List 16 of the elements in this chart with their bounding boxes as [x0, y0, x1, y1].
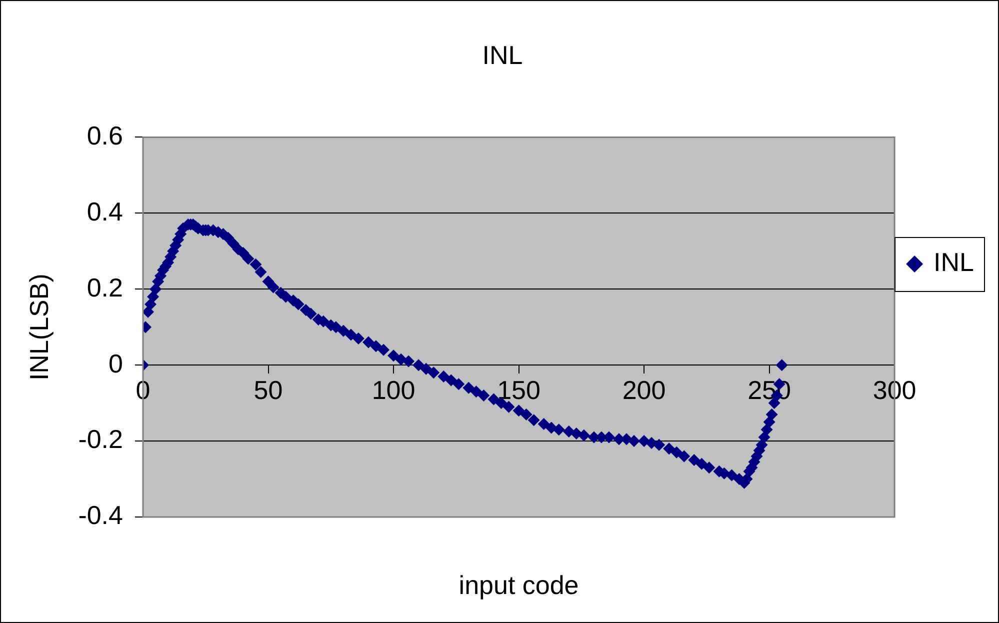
- y-axis-title: INL(LSB): [24, 274, 54, 381]
- legend-label: INL: [934, 247, 974, 278]
- chart-title: INL: [482, 40, 523, 70]
- x-axis-title: input code: [458, 570, 579, 600]
- x-tick-label: 50: [254, 374, 283, 405]
- y-tick-label: 0.2: [86, 272, 123, 302]
- x-tick-label: 100: [372, 374, 416, 405]
- y-tick-label: 0.6: [86, 120, 123, 150]
- x-tick-label: 150: [497, 374, 540, 405]
- y-tick-label: 0.4: [86, 196, 123, 226]
- x-tick-label: 200: [622, 374, 666, 405]
- x-tick-label: 300: [872, 374, 916, 405]
- y-tick-label: 0: [108, 348, 123, 378]
- y-tick-label: -0.4: [78, 500, 123, 530]
- x-tick-label: 0: [136, 374, 150, 405]
- y-tick-label: -0.2: [78, 424, 123, 454]
